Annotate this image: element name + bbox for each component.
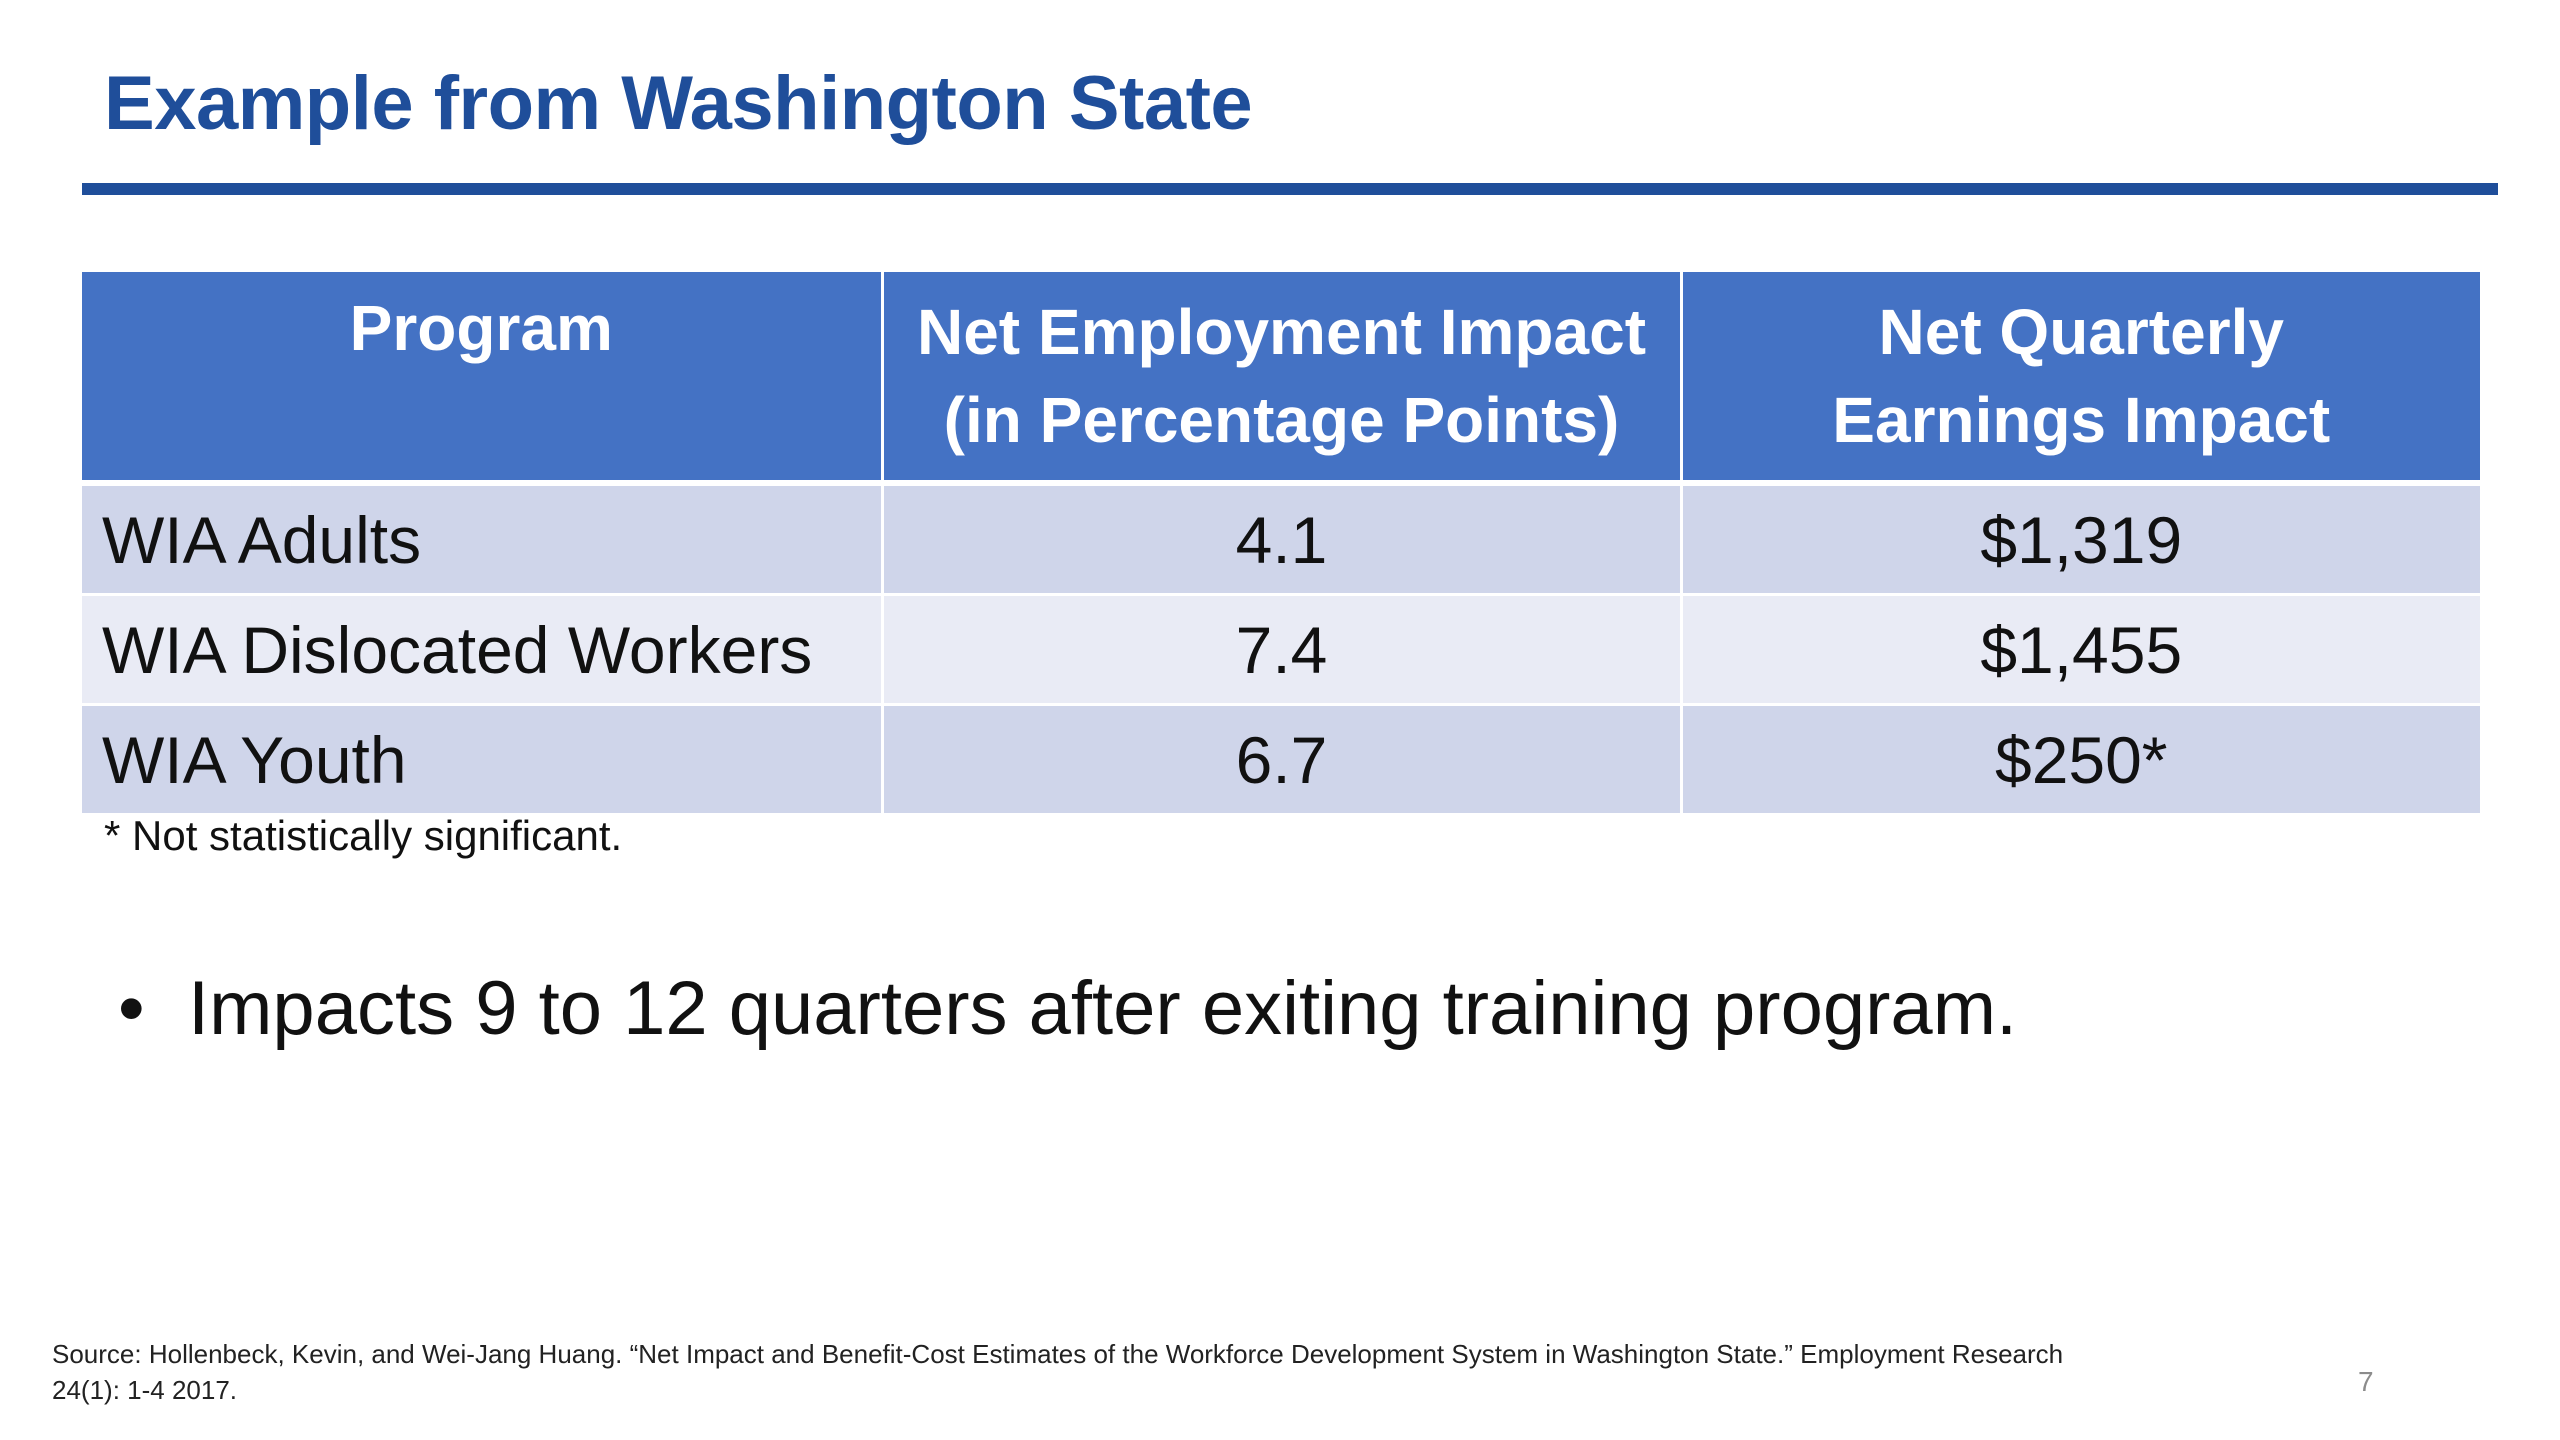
bullet-icon: •: [118, 966, 145, 1051]
table-footnote: * Not statistically significant.: [104, 812, 623, 859]
cell-program: WIA Dislocated Workers: [82, 593, 882, 705]
header-employment-line1: Net Employment Impact: [916, 296, 1647, 368]
source-citation: Source: Hollenbeck, Kevin, and Wei-Jang …: [52, 1336, 2212, 1408]
title-underline: [82, 183, 2498, 195]
cell-employment: 7.4: [880, 593, 1681, 705]
bullet-item: • Impacts 9 to 12 quarters after exiting …: [118, 965, 2017, 1052]
header-earnings-line2: Earnings Impact: [1832, 384, 2331, 456]
cell-employment: 6.7: [880, 703, 1681, 813]
cell-earnings: $1,319: [1679, 481, 2480, 595]
page-number: 7: [2358, 1366, 2374, 1397]
header-program-label: Program: [349, 292, 613, 364]
cell-employment: 4.1: [880, 481, 1681, 595]
source-line-2: 24(1): 1-4 2017.: [52, 1375, 238, 1405]
source-line-1: Source: Hollenbeck, Kevin, and Wei-Jang …: [52, 1339, 2064, 1369]
header-earnings-impact: Net Quarterly Earnings Impact: [1679, 272, 2480, 486]
header-employment-line2: (in Percentage Points): [943, 384, 1620, 456]
impact-table: Program Net Employment Impact (in Percen…: [82, 272, 2480, 813]
table-row: WIA Adults 4.1 $1,319: [82, 481, 2480, 595]
table-header-row: Program Net Employment Impact (in Percen…: [82, 272, 2480, 486]
slide-title: Example from Washington State: [104, 61, 1253, 146]
header-program: Program: [82, 272, 882, 486]
table-row: WIA Youth 6.7 $250*: [82, 703, 2480, 813]
header-earnings-line1: Net Quarterly: [1878, 296, 2284, 368]
cell-earnings: $1,455: [1679, 593, 2480, 705]
header-employment-impact: Net Employment Impact (in Percentage Poi…: [880, 272, 1681, 486]
bullet-text: Impacts 9 to 12 quarters after exiting t…: [188, 966, 2018, 1051]
table-row: WIA Dislocated Workers 7.4 $1,455: [82, 593, 2480, 705]
cell-program: WIA Youth: [82, 703, 882, 813]
cell-program: WIA Adults: [82, 481, 882, 595]
cell-earnings: $250*: [1679, 703, 2480, 813]
